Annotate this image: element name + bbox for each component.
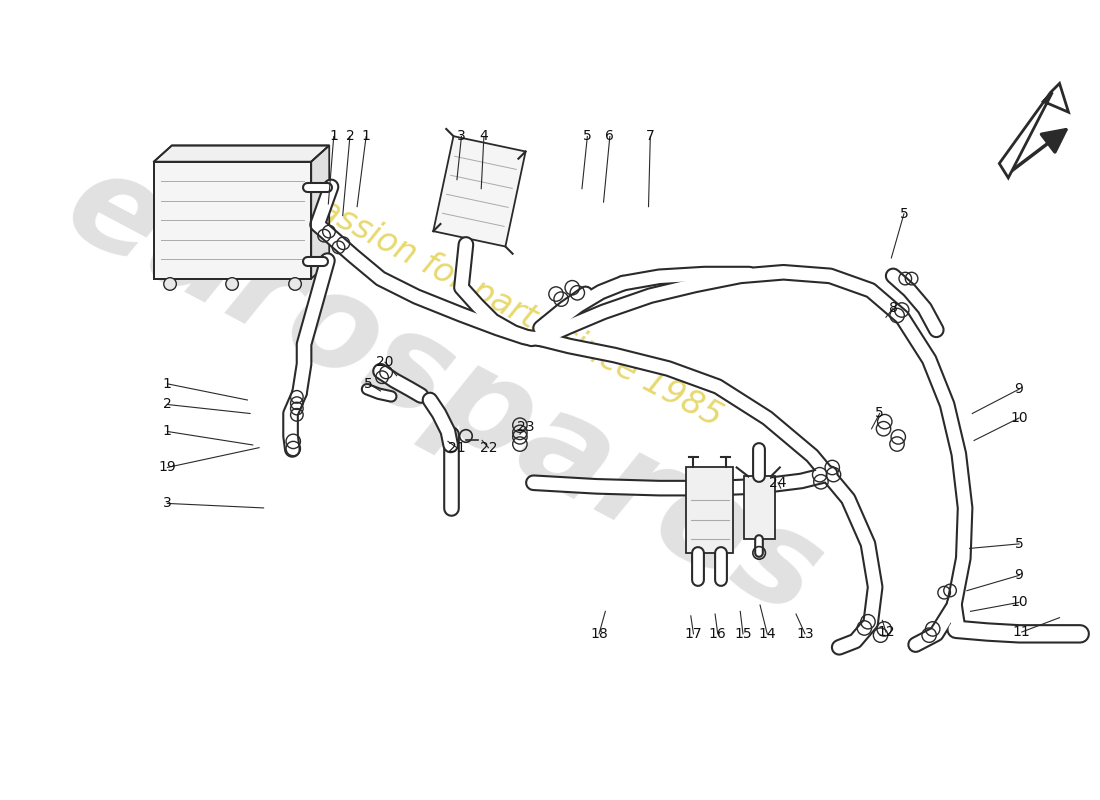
Text: 9: 9 — [1014, 382, 1023, 396]
Polygon shape — [433, 136, 526, 246]
Text: 16: 16 — [708, 627, 727, 641]
Text: 19: 19 — [158, 461, 176, 474]
Text: 9: 9 — [1014, 568, 1023, 582]
Text: 23: 23 — [517, 420, 535, 434]
Text: 7: 7 — [646, 130, 654, 143]
Text: 5: 5 — [1014, 537, 1023, 551]
Text: 3: 3 — [163, 497, 172, 510]
Text: 3: 3 — [458, 130, 465, 143]
Text: 10: 10 — [1010, 411, 1027, 425]
Circle shape — [226, 278, 239, 290]
Text: 12: 12 — [877, 625, 894, 639]
Text: 13: 13 — [796, 627, 814, 641]
Polygon shape — [744, 477, 775, 539]
Text: 10: 10 — [1010, 595, 1027, 610]
Text: 22: 22 — [480, 441, 497, 454]
Text: 5: 5 — [583, 130, 592, 143]
Text: 15: 15 — [734, 627, 751, 641]
Text: 1: 1 — [163, 425, 172, 438]
Text: 6: 6 — [605, 130, 614, 143]
Polygon shape — [311, 146, 329, 278]
Text: 11: 11 — [1013, 625, 1031, 639]
Polygon shape — [154, 162, 311, 278]
Text: 8: 8 — [889, 302, 898, 315]
Text: eurospares: eurospares — [45, 139, 842, 643]
Circle shape — [289, 278, 301, 290]
Text: 21: 21 — [448, 441, 465, 454]
Text: 1: 1 — [362, 130, 371, 143]
Text: 24: 24 — [769, 476, 786, 490]
Polygon shape — [999, 83, 1068, 178]
Text: 4: 4 — [480, 130, 488, 143]
Text: 5: 5 — [364, 377, 373, 391]
Polygon shape — [154, 146, 329, 162]
Text: 1: 1 — [329, 130, 338, 143]
Text: 2: 2 — [345, 130, 354, 143]
Text: 20: 20 — [376, 355, 394, 370]
Text: 1: 1 — [163, 377, 172, 391]
Text: 5: 5 — [900, 207, 909, 221]
Text: 18: 18 — [591, 627, 608, 641]
Text: 5: 5 — [876, 406, 884, 421]
Polygon shape — [686, 467, 733, 553]
Circle shape — [164, 278, 176, 290]
Text: 14: 14 — [758, 627, 776, 641]
Text: 17: 17 — [684, 627, 702, 641]
Text: a passion for parts since 1985: a passion for parts since 1985 — [267, 168, 728, 434]
Text: 2: 2 — [163, 398, 172, 411]
